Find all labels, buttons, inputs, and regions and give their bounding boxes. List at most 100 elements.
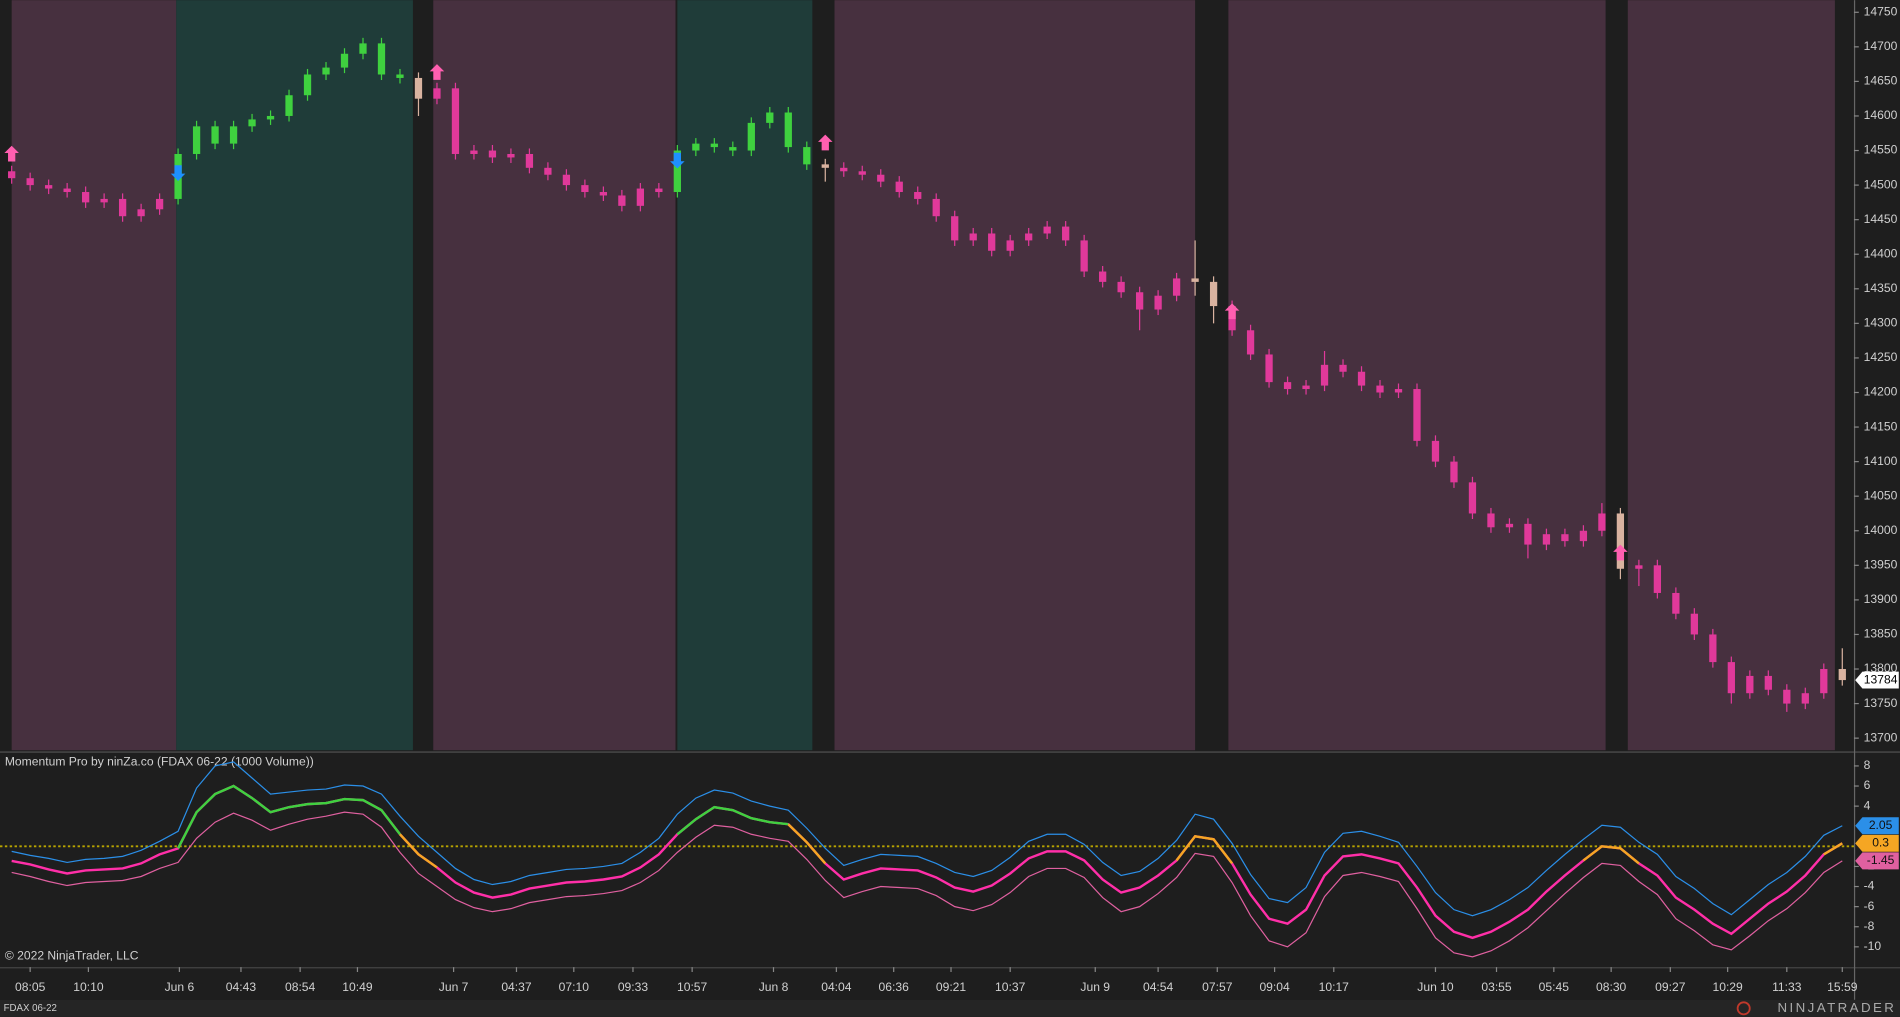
candle-body <box>507 153 515 158</box>
candle-body <box>359 43 367 54</box>
value-tag <box>1855 817 1899 835</box>
y-tick-label: 14250 <box>1864 350 1898 364</box>
candle-body <box>1598 513 1606 531</box>
candle-body <box>1838 669 1846 681</box>
candle-body <box>1172 278 1181 296</box>
candle-body <box>1062 226 1070 241</box>
candle-body <box>26 178 34 186</box>
x-tick-label: 08:30 <box>1596 980 1627 994</box>
candle-body <box>914 192 922 199</box>
value-tag-label: -1.45 <box>1867 853 1895 867</box>
candle-body <box>1431 440 1440 462</box>
candle-body <box>1801 693 1809 704</box>
signal-arrow <box>818 134 833 151</box>
session-band <box>176 0 413 751</box>
candle-body <box>1579 530 1588 542</box>
x-tick-label: Jun 8 <box>759 980 789 994</box>
candle-body <box>710 143 718 148</box>
candle-body <box>821 164 829 168</box>
x-tick-label: 15:59 <box>1827 980 1858 994</box>
candle-body <box>655 188 663 193</box>
candle-body <box>1764 675 1772 690</box>
session-band <box>11 0 177 751</box>
x-tick-label: 09:27 <box>1655 980 1686 994</box>
value-tag-label: 0.3 <box>1872 836 1889 850</box>
candle-body <box>433 88 441 99</box>
y-tick-label: 6 <box>1864 778 1871 792</box>
candle-body <box>211 126 219 144</box>
candle-body <box>969 233 977 241</box>
candle-body <box>229 126 238 144</box>
x-tick-label: 04:37 <box>501 980 532 994</box>
x-tick-label: 06:36 <box>879 980 910 994</box>
signal-arrow <box>1224 303 1240 320</box>
indicator-highlight <box>676 805 789 836</box>
candle-body <box>951 216 959 241</box>
candle-body <box>1376 385 1384 393</box>
candle-body <box>192 126 201 154</box>
candle-body <box>1487 513 1495 528</box>
x-tick-label: 10:17 <box>1319 980 1350 994</box>
y-tick-label: -8 <box>1864 919 1875 933</box>
value-tag <box>1855 834 1899 852</box>
indicator-highlight <box>1823 842 1843 856</box>
signal-arrow <box>170 165 186 181</box>
candle-body <box>1468 482 1477 514</box>
indicator-line <box>11 761 1843 917</box>
session-band <box>677 0 813 751</box>
x-tick-label: 04:54 <box>1143 980 1174 994</box>
y-tick-label: 13750 <box>1864 696 1898 710</box>
candle-body <box>1339 364 1347 372</box>
candle-body <box>636 188 645 206</box>
logo: NINJATRADER <box>1777 1000 1896 1015</box>
x-tick-label: Jun 10 <box>1417 980 1454 994</box>
candle-body <box>118 198 127 217</box>
candle-body <box>470 150 478 154</box>
candle-body <box>1043 226 1051 234</box>
candle-body <box>1690 613 1698 635</box>
candle-body <box>562 174 571 186</box>
y-tick-label: -10 <box>1864 939 1882 953</box>
candle-body <box>1561 534 1569 542</box>
candle-body <box>1302 385 1310 390</box>
session-band <box>834 0 1196 751</box>
signal-arrow <box>4 145 19 162</box>
indicator-title: Momentum Pro by ninZa.co (FDAX 06-22 (10… <box>5 755 314 769</box>
candle-body <box>1320 364 1329 386</box>
y-tick-label: 14500 <box>1864 177 1898 191</box>
x-tick-label: 07:57 <box>1202 980 1233 994</box>
candle-body <box>1727 662 1735 694</box>
indicator-line <box>11 811 1843 958</box>
candle-body <box>155 198 164 210</box>
candle-body <box>45 185 53 189</box>
candle-body <box>766 112 774 123</box>
x-tick-label: 09:04 <box>1259 980 1290 994</box>
copyright: © 2022 NinjaTrader, LLC <box>5 948 139 962</box>
candle-body <box>784 112 792 148</box>
x-tick-label: Jun 9 <box>1080 980 1110 994</box>
candle-body <box>877 174 885 182</box>
candle-body <box>1080 240 1088 272</box>
y-tick-label: 14450 <box>1864 212 1898 226</box>
candle-body <box>599 192 608 196</box>
y-tick-label: 14400 <box>1864 246 1898 260</box>
instrument-label: FDAX 06-22 <box>4 1003 57 1014</box>
x-tick-label: 07:10 <box>559 980 590 994</box>
candle-body <box>322 67 330 75</box>
candle-body <box>1653 565 1662 593</box>
y-tick-label: 14300 <box>1864 316 1898 330</box>
candle-body <box>988 233 996 251</box>
candle-body <box>1357 371 1366 386</box>
candle-body <box>396 74 404 78</box>
y-tick-label: -4 <box>1864 879 1875 893</box>
y-tick-label: 13900 <box>1864 592 1898 606</box>
candle-body <box>488 150 497 158</box>
x-tick-label: 10:10 <box>73 980 104 994</box>
y-tick-label: 13950 <box>1864 558 1898 572</box>
candle-body <box>932 198 940 217</box>
candle-body <box>673 150 681 193</box>
value-tag <box>1855 671 1899 689</box>
x-tick-label: 11:33 <box>1772 980 1802 994</box>
candle-body <box>525 153 534 168</box>
value-tag-label: 2.05 <box>1869 818 1893 832</box>
